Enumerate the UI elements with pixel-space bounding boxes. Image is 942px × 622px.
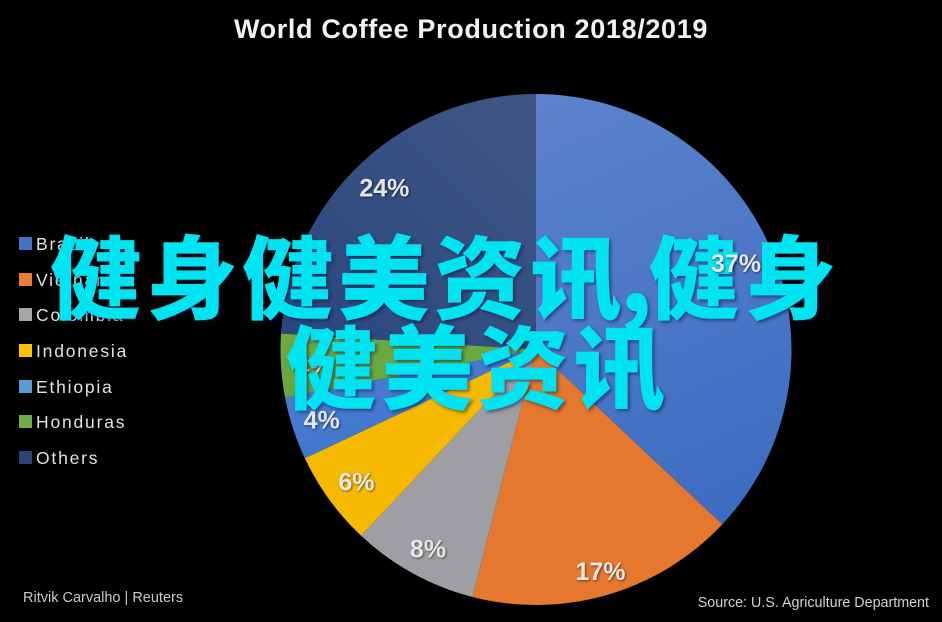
svg-text:8%: 8% xyxy=(410,536,446,564)
svg-text:37%: 37% xyxy=(711,250,761,278)
svg-text:17%: 17% xyxy=(575,558,625,586)
svg-text:24%: 24% xyxy=(359,175,409,203)
svg-text:6%: 6% xyxy=(338,469,374,497)
svg-text:4%: 4% xyxy=(304,407,340,435)
